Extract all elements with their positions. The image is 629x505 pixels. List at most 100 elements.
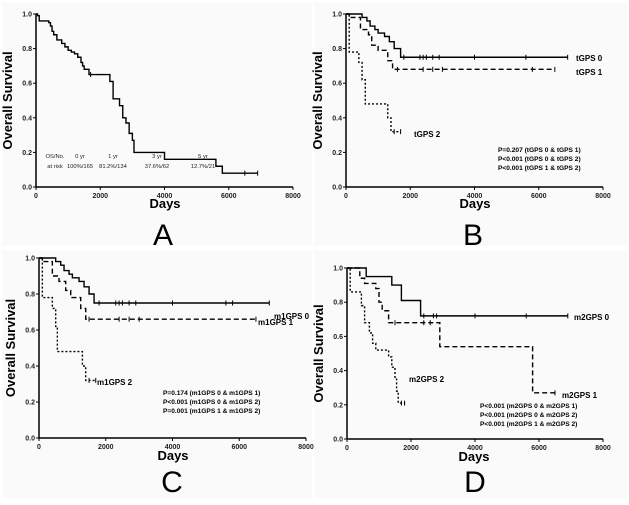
panel-d-y-tick-label: 0.6 [333, 334, 343, 341]
panel-b-series-tgps-0 [346, 13, 568, 58]
panel-d-series-m2gps-2 [347, 267, 405, 404]
panel-b-legend-label: tGPS 2 [414, 130, 441, 139]
panel-a-y-tick-label: 0.4 [22, 115, 32, 122]
panel-c-x-axis-label: Days [157, 448, 188, 463]
panel-b-y-axis-label: Overall Survival [310, 51, 325, 149]
panel-c-series-m1gps-2 [39, 257, 96, 382]
panel-b-y-tick-label: 0.6 [332, 81, 342, 88]
panel-a-x-tick-label: 0 [34, 193, 38, 200]
panel-d-p-value: P<0.001 (m2GPS 0 & m2GPS 1) [480, 403, 577, 410]
panel-d-y-tick-label: 1.0 [333, 266, 343, 273]
panel-b-x-tick-label: 8000 [595, 193, 611, 200]
panel-b-p-value: P=0.207 (tGPS 0 & tGPS 1) [498, 147, 581, 154]
panel-a-x-tick-label: 8000 [285, 193, 301, 200]
panel-a-x-tick-label: 6000 [221, 193, 237, 200]
panel-a-y-tick-label: 0.8 [22, 46, 32, 53]
panel-a-risk-table-cell: 5 yr [198, 154, 208, 160]
panel-b-y-tick-label: 1.0 [332, 12, 342, 19]
panel-b-x-tick-label: 2000 [402, 193, 418, 200]
panel-c-letter: C [161, 466, 183, 499]
panel-a-series-overall [36, 13, 258, 174]
panel-a-bg [2, 2, 312, 246]
panel-b-y-tick-label: 0.0 [332, 185, 342, 192]
panel-d-y-axis-label: Overall Survival [311, 304, 326, 402]
panel-a-x-tick-label: 2000 [92, 193, 108, 200]
panel-c-series-m1gps-1 [39, 257, 256, 320]
panel-d-legend-label: m2GPS 2 [409, 375, 445, 384]
panel-b-p-value: P<0.001 (tGPS 1 & tGPS 2) [498, 165, 581, 172]
panel-a-risk-table-cell: OS/No. [45, 154, 64, 160]
panel-c-x-tick-label: 6000 [231, 444, 247, 451]
panel-b-y-tick-label: 0.8 [332, 46, 342, 53]
panel-d-legend-label: m2GPS 0 [574, 313, 610, 322]
panel-b-x-tick-label: 4000 [467, 193, 483, 200]
panel-c-p-value: P=0.174 (m1GPS 0 & m1GPS 1) [163, 390, 260, 397]
panel-a-letter: A [153, 219, 173, 252]
panel-b-y-tick-label: 0.2 [332, 150, 342, 157]
panel-c-series-m1gps-0 [39, 257, 270, 304]
panel-a-y-tick-label: 0.2 [22, 150, 32, 157]
panel-a-y-tick-label: 0.0 [22, 185, 32, 192]
panel-d-p-value: P<0.001 (m2GPS 1 & m2GPS 2) [480, 421, 577, 428]
panel-b-bg [314, 2, 627, 246]
panel-c-legend-label: m1GPS 1 [258, 318, 294, 327]
panel-a-x-axis-label: Days [149, 196, 180, 211]
panel-d-x-tick-label: 6000 [531, 445, 547, 452]
panel-c-y-tick-label: 0.4 [25, 364, 35, 371]
panel-b-series-tgps-2 [346, 13, 401, 133]
panel-d-x-tick-label: 4000 [467, 445, 483, 452]
panel-d-series-m2gps-0 [347, 267, 568, 317]
panel-a-y-tick-label: 0.6 [22, 81, 32, 88]
panel-c-y-tick-label: 0.6 [25, 328, 35, 335]
panel-a-risk-table-cell: 3 yr [152, 154, 162, 160]
panel-d-y-tick-label: 0.0 [333, 437, 343, 444]
panel-d-y-tick-label: 0.8 [333, 300, 343, 307]
panel-a-risk-table-cell: at risk [47, 164, 63, 170]
panel-d-letter: D [464, 466, 486, 499]
panel-a-y-axis-label: Overall Survival [0, 51, 15, 149]
panel-a-y-tick-label: 1.0 [22, 12, 32, 19]
panel-b-legend-label: tGPS 1 [576, 68, 603, 77]
panel-b-p-value: P<0.001 (tGPS 0 & tGPS 2) [498, 156, 581, 163]
panel-a-risk-table-cell: 0 yr [75, 154, 85, 160]
panel-a-x-tick-label: 4000 [157, 193, 173, 200]
panel-d-x-tick-label: 0 [345, 445, 349, 452]
panel-c-y-tick-label: 0.0 [25, 436, 35, 443]
panel-b-x-tick-label: 6000 [531, 193, 547, 200]
panel-b-legend-label: tGPS 0 [576, 54, 603, 63]
panel-b-letter: B [463, 219, 483, 252]
panel-a-risk-table-cell: 12.7%/21 [191, 164, 216, 170]
panel-d-x-tick-label: 8000 [595, 445, 611, 452]
panel-d-x-tick-label: 2000 [403, 445, 419, 452]
panel-a-risk-table-cell: 100%/165 [67, 164, 93, 170]
panel-c-y-tick-label: 0.2 [25, 400, 35, 407]
panel-c-x-tick-label: 8000 [298, 444, 314, 451]
panel-d-x-axis-label: Days [458, 449, 489, 464]
panel-b-series-tgps-1 [346, 13, 555, 71]
panel-a-risk-table-cell: 81.2%/134 [99, 164, 127, 170]
panel-c-x-tick-label: 0 [37, 444, 41, 451]
panel-c-y-tick-label: 1.0 [25, 256, 35, 263]
panel-d-y-tick-label: 0.2 [333, 402, 343, 409]
panel-c-x-tick-label: 2000 [98, 444, 114, 451]
panel-c-x-tick-label: 4000 [165, 444, 181, 451]
panel-b-x-tick-label: 0 [344, 193, 348, 200]
panel-b-y-tick-label: 0.4 [332, 115, 342, 122]
panel-c-legend-label: m1GPS 2 [97, 378, 133, 387]
panel-c-p-value: P<0.001 (m1GPS 0 & m1GPS 2) [163, 399, 260, 406]
panel-a-risk-table-cell: 37.6%/62 [145, 164, 170, 170]
panel-c-legend-label: m1GPS 0 [274, 312, 310, 321]
panel-c-p-value: P=0.001 (m1GPS 1 & m1GPS 2) [163, 408, 260, 415]
panel-a-risk-table-cell: 1 yr [108, 154, 118, 160]
panel-d-y-tick-label: 0.4 [333, 368, 343, 375]
panel-d-p-value: P<0.001 (m2GPS 0 & m2GPS 2) [480, 412, 577, 419]
panel-b-x-axis-label: Days [459, 196, 490, 211]
panel-c-y-tick-label: 0.8 [25, 292, 35, 299]
panel-d-legend-label: m2GPS 1 [562, 391, 598, 400]
panel-c-bg [2, 250, 312, 498]
panel-d-bg [314, 250, 627, 498]
panel-c-y-axis-label: Overall Survival [3, 299, 18, 397]
panel-d-series-m2gps-1 [347, 267, 555, 394]
